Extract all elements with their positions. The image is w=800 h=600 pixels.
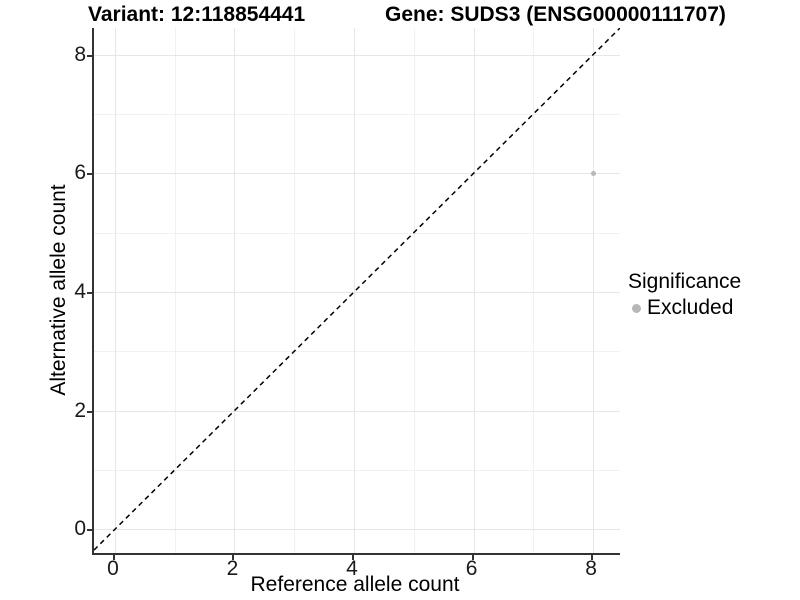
y-axis-tick-labels: 0 2 4 6 8 [40,28,86,553]
gridline-major-x [354,28,355,553]
gridline-major-y [94,173,620,175]
x-tick-label: 4 [346,557,358,580]
gridline-major-y [94,529,620,531]
legend-point-icon [632,303,641,313]
x-tick-mark [471,555,474,560]
x-tick-mark [112,555,115,560]
gridline-major-y [94,410,620,412]
y-tick-mark [87,173,92,176]
gridline-major-x [593,28,595,553]
x-tick-label: 2 [226,557,239,580]
gridline-minor-x [413,28,415,553]
plot-title-gene: Gene: SUDS3 (ENSG00000111707) [385,3,726,26]
x-axis-label: Reference allele count [250,573,460,596]
gridline-minor-x [174,28,176,553]
y-tick-label: 0 [74,517,86,541]
legend-item-label: Excluded [647,296,734,319]
y-tick-label: 8 [74,42,86,66]
y-tick-label: 4 [74,279,86,303]
identity-dashed-line [94,28,620,551]
x-tick-mark [232,555,235,560]
gridline-major-x [234,28,236,553]
y-tick-mark [87,529,92,532]
data-point [590,170,596,176]
legend-title: Significance [628,270,742,293]
y-tick-mark [87,291,92,294]
gridline-major-x [114,28,116,553]
legend: Significance Excluded [628,270,741,319]
plot-panel [92,28,620,555]
plot-title-variant: Variant: 12:118854441 [88,3,306,26]
gridline-major-y [94,54,620,56]
x-tick-label: 0 [107,557,119,580]
y-axis-label: Alternative allele count [47,184,70,396]
gridline-major-x [473,28,475,553]
y-tick-label: 6 [74,161,86,185]
x-tick-label: 6 [465,557,478,580]
gridline-major-y [94,291,620,293]
gridline-minor-x [294,28,296,553]
x-tick-mark [352,555,354,560]
y-tick-label: 2 [74,398,86,422]
gridline-minor-x [533,28,535,553]
gridline-minor-y [94,351,620,353]
y-tick-mark [87,410,92,413]
legend-item-excluded: Excluded [628,296,741,319]
gridline-minor-y [94,469,620,471]
y-tick-mark [87,54,92,57]
x-tick-label: 8 [585,557,597,580]
gridline-minor-y [94,114,620,116]
x-tick-mark [591,555,594,560]
gridline-minor-y [94,232,620,234]
